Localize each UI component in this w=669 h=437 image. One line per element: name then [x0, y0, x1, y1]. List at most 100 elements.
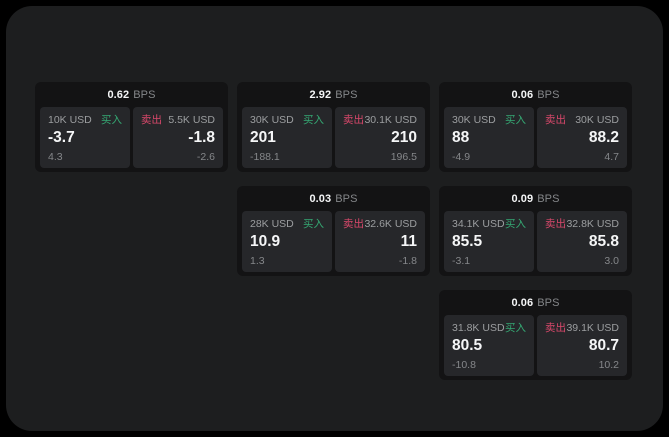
- buy-side-label: 买入: [505, 322, 526, 334]
- buy-label-row: 30K USD 买入: [452, 114, 526, 127]
- bps-unit-label: BPS: [335, 88, 358, 101]
- buy-panel[interactable]: 28K USD 买入 10.9 1.3: [242, 211, 332, 272]
- sell-side-label: 卖出: [343, 218, 364, 230]
- buy-label-row: 30K USD 买入: [250, 114, 324, 127]
- sell-price: 80.7: [588, 337, 619, 354]
- quote-card: 0.62 BPS 10K USD 买入 -3.7 4.3 卖出 5.5K USD…: [35, 82, 228, 172]
- quote-card: 0.03 BPS 28K USD 买入 10.9 1.3 卖出 32.6K US…: [237, 186, 430, 276]
- sell-label-row: 卖出 30.1K USD: [343, 114, 417, 127]
- spread-value: 0.62: [107, 88, 130, 101]
- spread-header: 0.06 BPS: [439, 290, 632, 315]
- buy-amount: 28K USD: [250, 218, 294, 230]
- buy-panel[interactable]: 30K USD 买入 201 -188.1: [242, 107, 332, 168]
- buy-amount: 34.1K USD: [452, 218, 505, 230]
- buy-delta: -10.8: [452, 359, 476, 371]
- buy-side-label: 买入: [101, 114, 122, 126]
- buy-price: 88: [452, 129, 470, 146]
- buy-panel[interactable]: 31.8K USD 买入 80.5 -10.8: [444, 315, 534, 376]
- buy-label-row: 28K USD 买入: [250, 218, 324, 231]
- buy-panel[interactable]: 34.1K USD 买入 85.5 -3.1: [444, 211, 534, 272]
- spread-value: 0.03: [309, 192, 332, 205]
- sell-delta: 196.5: [390, 151, 417, 163]
- bps-unit-label: BPS: [133, 88, 156, 101]
- buy-amount: 30K USD: [452, 114, 496, 126]
- buy-price: 80.5: [452, 337, 483, 354]
- sell-delta: 3.0: [604, 255, 619, 267]
- quote-body: 10K USD 买入 -3.7 4.3 卖出 5.5K USD -1.8 -2.…: [40, 107, 223, 168]
- sell-panel[interactable]: 卖出 30K USD 88.2 4.7: [537, 107, 627, 168]
- sell-side-label: 卖出: [545, 322, 566, 334]
- quote-body: 28K USD 买入 10.9 1.3 卖出 32.6K USD 11 -1.8: [242, 211, 425, 272]
- spread-header: 0.06 BPS: [439, 82, 632, 107]
- bps-unit-label: BPS: [537, 296, 560, 309]
- quote-body: 30K USD 买入 201 -188.1 卖出 30.1K USD 210 1…: [242, 107, 425, 168]
- buy-amount: 30K USD: [250, 114, 294, 126]
- buy-side-label: 买入: [303, 218, 324, 230]
- sell-panel[interactable]: 卖出 5.5K USD -1.8 -2.6: [133, 107, 223, 168]
- buy-amount: 10K USD: [48, 114, 92, 126]
- bps-unit-label: BPS: [537, 192, 560, 205]
- quote-grid: 0.62 BPS 10K USD 买入 -3.7 4.3 卖出 5.5K USD…: [35, 82, 632, 380]
- sell-delta: 4.7: [604, 151, 619, 163]
- buy-price: -3.7: [48, 129, 75, 146]
- quote-card: 0.06 BPS 30K USD 买入 88 -4.9 卖出 30K USD 8…: [439, 82, 632, 172]
- buy-price: 201: [250, 129, 276, 146]
- quote-card: 0.09 BPS 34.1K USD 买入 85.5 -3.1 卖出 32.8K…: [439, 186, 632, 276]
- spread-value: 0.09: [511, 192, 534, 205]
- sell-amount: 32.6K USD: [364, 218, 417, 230]
- buy-delta: -4.9: [452, 151, 471, 163]
- spread-value: 2.92: [309, 88, 332, 101]
- sell-price: -1.8: [188, 129, 215, 146]
- sell-price: 88.2: [588, 129, 619, 146]
- sell-side-label: 卖出: [343, 114, 364, 126]
- sell-price: 210: [391, 129, 417, 146]
- spread-header: 0.03 BPS: [237, 186, 430, 211]
- sell-delta: -2.6: [196, 151, 215, 163]
- buy-amount: 31.8K USD: [452, 322, 505, 334]
- buy-label-row: 10K USD 买入: [48, 114, 122, 127]
- buy-label-row: 34.1K USD 买入: [452, 218, 526, 231]
- sell-side-label: 卖出: [545, 114, 566, 126]
- sell-label-row: 卖出 32.8K USD: [545, 218, 619, 231]
- sell-price: 11: [400, 233, 417, 250]
- spread-header: 0.09 BPS: [439, 186, 632, 211]
- sell-amount: 32.8K USD: [566, 218, 619, 230]
- sell-amount: 30K USD: [575, 114, 619, 126]
- sell-amount: 5.5K USD: [168, 114, 215, 126]
- bps-unit-label: BPS: [537, 88, 560, 101]
- bps-unit-label: BPS: [335, 192, 358, 205]
- sell-label-row: 卖出 32.6K USD: [343, 218, 417, 231]
- buy-side-label: 买入: [505, 114, 526, 126]
- sell-panel[interactable]: 卖出 39.1K USD 80.7 10.2: [537, 315, 627, 376]
- buy-panel[interactable]: 30K USD 买入 88 -4.9: [444, 107, 534, 168]
- sell-side-label: 卖出: [545, 218, 566, 230]
- buy-delta: -3.1: [452, 255, 471, 267]
- buy-delta: 1.3: [250, 255, 265, 267]
- sell-panel[interactable]: 卖出 32.6K USD 11 -1.8: [335, 211, 425, 272]
- sell-label-row: 卖出 5.5K USD: [141, 114, 215, 127]
- spread-value: 0.06: [511, 296, 534, 309]
- sell-amount: 30.1K USD: [364, 114, 417, 126]
- sell-label-row: 卖出 30K USD: [545, 114, 619, 127]
- buy-price: 10.9: [250, 233, 281, 250]
- app-window: 0.62 BPS 10K USD 买入 -3.7 4.3 卖出 5.5K USD…: [6, 6, 663, 431]
- sell-price: 85.8: [588, 233, 619, 250]
- quote-body: 30K USD 买入 88 -4.9 卖出 30K USD 88.2 4.7: [444, 107, 627, 168]
- buy-delta: 4.3: [48, 151, 63, 163]
- buy-label-row: 31.8K USD 买入: [452, 322, 526, 335]
- buy-delta: -188.1: [250, 151, 280, 163]
- spread-value: 0.06: [511, 88, 534, 101]
- sell-panel[interactable]: 卖出 32.8K USD 85.8 3.0: [537, 211, 627, 272]
- quote-card: 0.06 BPS 31.8K USD 买入 80.5 -10.8 卖出 39.1…: [439, 290, 632, 380]
- sell-panel[interactable]: 卖出 30.1K USD 210 196.5: [335, 107, 425, 168]
- quote-card: 2.92 BPS 30K USD 买入 201 -188.1 卖出 30.1K …: [237, 82, 430, 172]
- buy-side-label: 买入: [303, 114, 324, 126]
- sell-delta: -1.8: [398, 255, 417, 267]
- quote-body: 34.1K USD 买入 85.5 -3.1 卖出 32.8K USD 85.8…: [444, 211, 627, 272]
- sell-side-label: 卖出: [141, 114, 162, 126]
- buy-panel[interactable]: 10K USD 买入 -3.7 4.3: [40, 107, 130, 168]
- quote-body: 31.8K USD 买入 80.5 -10.8 卖出 39.1K USD 80.…: [444, 315, 627, 376]
- sell-amount: 39.1K USD: [566, 322, 619, 334]
- buy-side-label: 买入: [505, 218, 526, 230]
- spread-header: 2.92 BPS: [237, 82, 430, 107]
